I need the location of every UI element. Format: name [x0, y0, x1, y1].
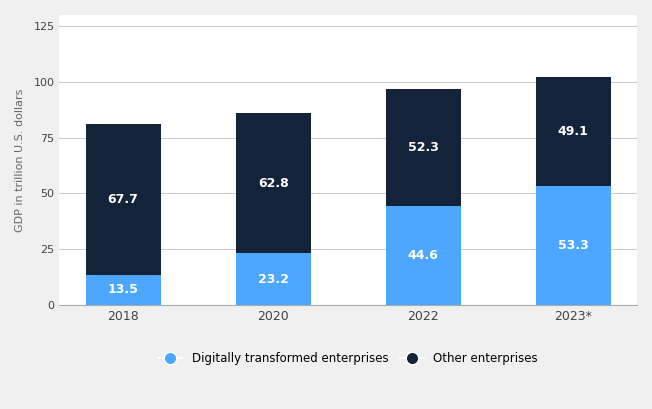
Bar — [85, 124, 160, 275]
Text: 13.5: 13.5 — [108, 283, 138, 297]
Bar — [235, 253, 310, 305]
Text: 49.1: 49.1 — [558, 125, 589, 138]
Text: 53.3: 53.3 — [558, 239, 589, 252]
Bar — [386, 206, 461, 305]
Text: 23.2: 23.2 — [258, 273, 289, 285]
Text: 52.3: 52.3 — [408, 141, 439, 154]
Legend: Digitally transformed enterprises, Other enterprises: Digitally transformed enterprises, Other… — [153, 346, 544, 371]
Text: 67.7: 67.7 — [108, 193, 138, 206]
Bar — [536, 186, 611, 305]
Bar — [386, 89, 461, 206]
Bar — [85, 275, 160, 305]
Y-axis label: GDP in trillion U.S. dollars: GDP in trillion U.S. dollars — [15, 88, 25, 232]
Text: 44.6: 44.6 — [408, 249, 439, 262]
Text: 62.8: 62.8 — [258, 177, 289, 190]
Bar — [235, 113, 310, 253]
Bar — [536, 76, 611, 186]
